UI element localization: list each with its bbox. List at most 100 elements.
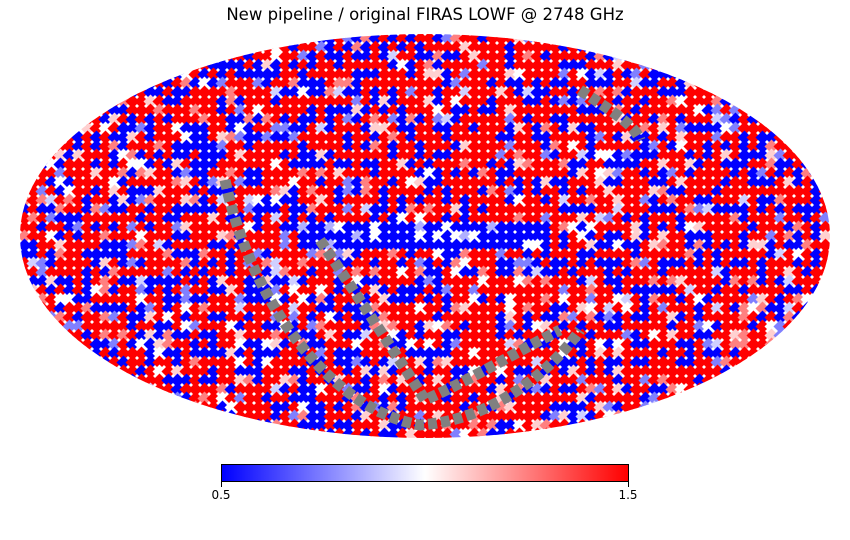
sky-pixel	[161, 193, 176, 208]
sky-pixel	[692, 256, 707, 271]
sky-pixel	[296, 274, 311, 289]
sky-pixel	[395, 148, 410, 163]
sky-pixel	[584, 139, 599, 154]
sky-pixel	[350, 319, 365, 334]
sky-pixel	[764, 130, 779, 145]
sky-pixel	[377, 391, 392, 406]
sky-pixel	[26, 166, 41, 181]
sky-pixel	[296, 220, 311, 235]
sky-pixel	[107, 283, 122, 298]
sky-pixel	[386, 211, 401, 226]
sky-pixel	[35, 148, 50, 163]
sky-pixel	[530, 121, 545, 136]
sky-pixel	[530, 247, 545, 262]
sky-pixel	[584, 103, 599, 118]
sky-pixel	[566, 400, 581, 415]
sky-pixel	[440, 391, 455, 406]
sky-pixel	[206, 76, 221, 91]
sky-pixel	[386, 382, 401, 397]
sky-pixel	[395, 121, 410, 136]
sky-pixel	[287, 130, 302, 145]
sky-pixel	[305, 121, 320, 136]
sky-pixel	[143, 373, 158, 388]
sky-pixel	[260, 103, 275, 118]
sky-pixel	[638, 175, 653, 190]
sky-pixel	[314, 247, 329, 262]
sky-pixel	[773, 193, 788, 208]
sky-pixel	[206, 103, 221, 118]
sky-pixel	[566, 391, 581, 406]
sky-pixel	[764, 346, 779, 361]
sky-pixel	[341, 274, 356, 289]
sky-pixel	[161, 310, 176, 325]
sky-pixel	[791, 193, 806, 208]
sky-pixel	[404, 346, 419, 361]
sky-pixel	[107, 364, 122, 379]
sky-pixel	[575, 292, 590, 307]
sky-pixel	[458, 49, 473, 64]
sky-pixel	[215, 193, 230, 208]
sky-pixel	[566, 175, 581, 190]
sky-pixel	[449, 238, 464, 253]
sky-pixel	[548, 130, 563, 145]
sky-pixel	[440, 238, 455, 253]
sky-pixel	[566, 265, 581, 280]
sky-pixel	[584, 157, 599, 172]
sky-pixel	[269, 238, 284, 253]
sky-pixel	[224, 274, 239, 289]
sky-pixel	[269, 292, 284, 307]
sky-pixel	[818, 229, 830, 244]
sky-pixel	[557, 400, 572, 415]
sky-pixel	[629, 265, 644, 280]
sky-pixel	[359, 34, 374, 46]
sky-pixel	[323, 265, 338, 280]
sky-pixel	[548, 427, 563, 438]
sky-pixel	[656, 103, 671, 118]
sky-pixel	[179, 157, 194, 172]
sky-pixel	[206, 49, 221, 64]
sky-pixel	[107, 274, 122, 289]
sky-pixel	[341, 319, 356, 334]
sky-pixel	[62, 220, 77, 235]
sky-pixel	[719, 238, 734, 253]
sky-pixel	[368, 112, 383, 127]
sky-pixel	[710, 211, 725, 226]
sky-pixel	[269, 283, 284, 298]
sky-pixel	[269, 112, 284, 127]
sky-pixel	[206, 355, 221, 370]
sky-pixel	[494, 211, 509, 226]
sky-pixel	[611, 202, 626, 217]
sky-pixel	[332, 328, 347, 343]
sky-pixel	[215, 391, 230, 406]
sky-pixel	[116, 148, 131, 163]
sky-pixel	[449, 337, 464, 352]
sky-pixel	[134, 229, 149, 244]
sky-pixel	[629, 184, 644, 199]
sky-pixel	[719, 364, 734, 379]
sky-pixel	[278, 292, 293, 307]
sky-pixel	[134, 310, 149, 325]
sky-pixel	[413, 157, 428, 172]
sky-pixel	[620, 211, 635, 226]
sky-pixel	[161, 364, 176, 379]
sky-pixel	[53, 148, 68, 163]
sky-pixel	[494, 274, 509, 289]
sky-pixel	[692, 220, 707, 235]
sky-pixel	[701, 256, 716, 271]
sky-pixel	[161, 175, 176, 190]
sky-pixel	[566, 49, 581, 64]
map-title: New pipeline / original FIRAS LOWF @ 274…	[226, 5, 624, 24]
sky-pixel	[818, 256, 830, 271]
sky-pixel	[260, 373, 275, 388]
sky-pixel	[386, 256, 401, 271]
sky-pixel	[413, 184, 428, 199]
sky-pixel	[647, 274, 662, 289]
sky-pixel	[89, 148, 104, 163]
sky-pixel	[656, 229, 671, 244]
sky-pixel	[809, 247, 824, 262]
sky-pixel	[53, 247, 68, 262]
sky-pixel	[215, 238, 230, 253]
sky-pixel	[215, 157, 230, 172]
sky-pixel	[314, 94, 329, 109]
sky-pixel	[512, 319, 527, 334]
